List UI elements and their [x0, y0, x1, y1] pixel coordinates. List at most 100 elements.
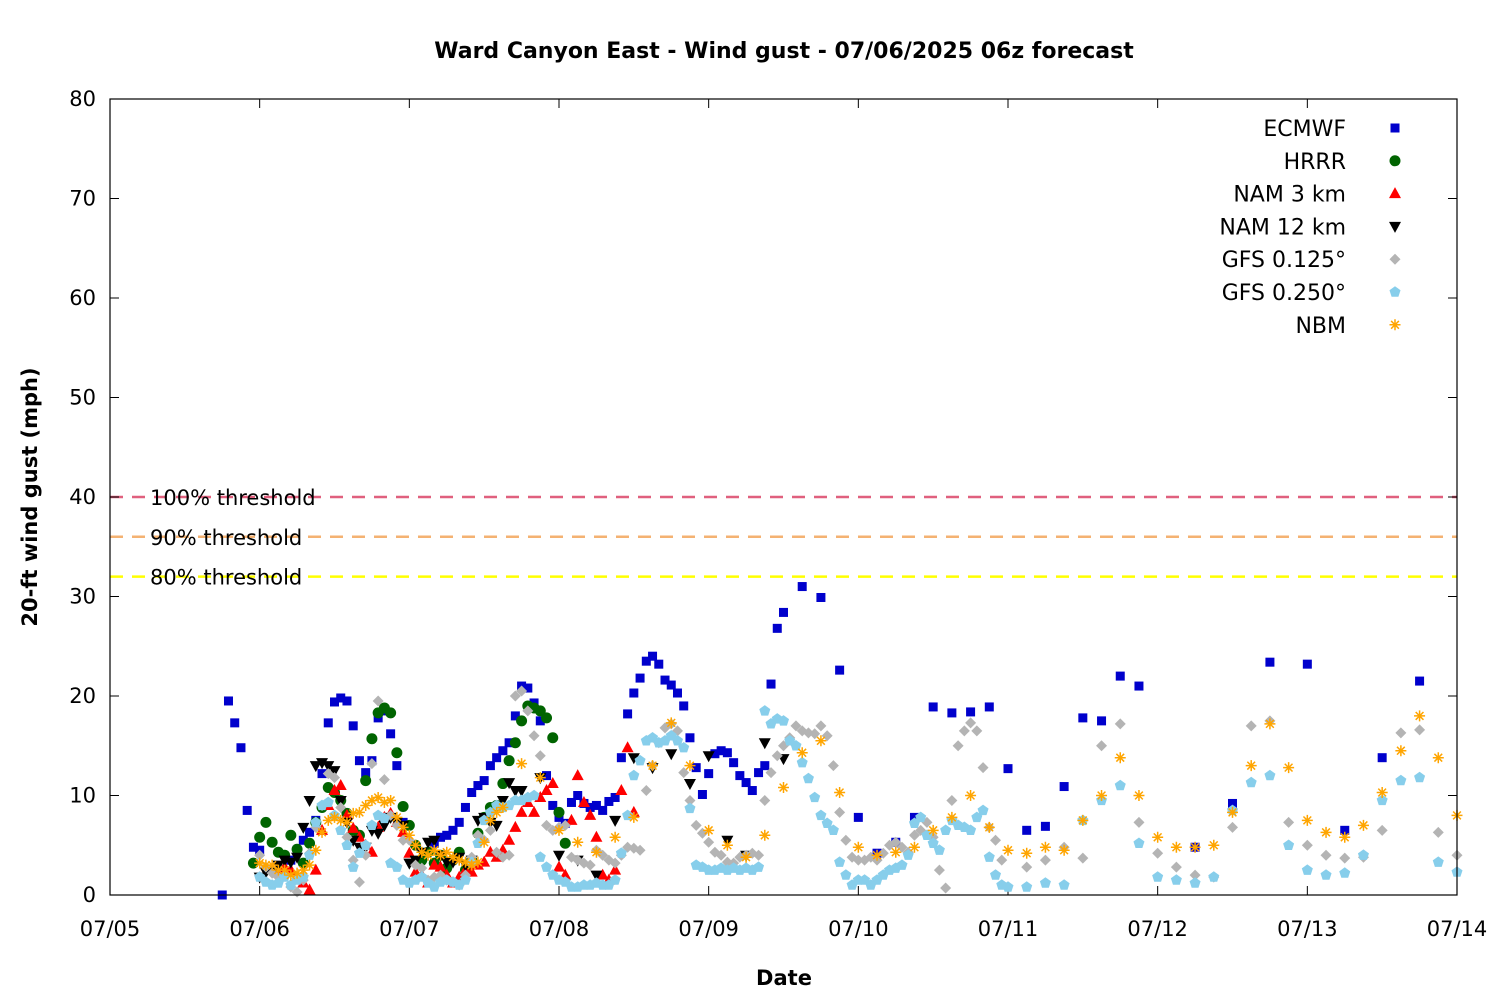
data-point [1228, 798, 1237, 808]
data-point [1245, 760, 1257, 772]
data-point [353, 806, 365, 818]
data-point [1021, 881, 1033, 892]
data-point [535, 716, 545, 726]
data-point [547, 732, 559, 744]
data-point [1022, 825, 1032, 835]
legend-marker [1389, 286, 1401, 297]
x-axis-label: Date [756, 966, 812, 990]
data-point [1339, 831, 1351, 843]
data-point [328, 766, 341, 778]
data-point [392, 761, 402, 771]
data-point [385, 707, 397, 719]
data-point [447, 851, 459, 863]
data-point [609, 863, 622, 875]
data-point [640, 785, 652, 797]
data-point [528, 730, 540, 742]
data-point [434, 860, 447, 872]
data-point [528, 789, 540, 801]
data-point [403, 858, 416, 870]
data-point [927, 824, 939, 836]
data-point [441, 846, 453, 858]
data-point [1339, 867, 1351, 878]
data-point [1040, 821, 1050, 831]
data-point [1078, 713, 1088, 723]
data-points [217, 582, 1463, 900]
data-point [760, 761, 770, 771]
data-point [553, 806, 565, 818]
data-point [1152, 847, 1164, 859]
data-point [372, 828, 385, 840]
data-point [335, 824, 347, 836]
data-point [1432, 826, 1444, 838]
data-point [691, 763, 701, 773]
data-point [322, 796, 334, 808]
data-point [285, 829, 297, 841]
data-point [940, 824, 952, 836]
data-point [1320, 849, 1332, 861]
data-point [459, 874, 471, 885]
data-point [1133, 837, 1145, 848]
data-point [704, 769, 714, 779]
data-point [503, 833, 516, 845]
data-point [459, 856, 471, 868]
series-nbm [254, 710, 1463, 881]
data-point [491, 806, 503, 818]
data-point [397, 834, 409, 846]
data-point [467, 788, 477, 798]
data-point [977, 762, 989, 774]
data-point [710, 749, 720, 759]
data-point [852, 854, 864, 866]
data-point [442, 830, 452, 840]
data-point [908, 829, 920, 841]
data-point [590, 870, 603, 882]
y-tick-label: 50 [69, 386, 96, 410]
data-point [303, 795, 316, 807]
data-point [1264, 769, 1276, 781]
axis-ticks: 0 10 20 30 40 50 60 70 80 07/05 07/06 07/07 07/08 07/… [69, 87, 1487, 941]
data-point [385, 794, 397, 806]
data-point [291, 843, 303, 855]
data-point [1227, 821, 1238, 833]
data-point [815, 809, 827, 821]
x-tick-label: 07/12 [1127, 917, 1188, 941]
data-point [435, 849, 447, 861]
data-point [254, 857, 266, 869]
data-point [1133, 816, 1145, 828]
data-point [341, 839, 353, 850]
x-tick-label: 07/11 [978, 917, 1039, 941]
data-point [334, 795, 347, 807]
x-tick-label: 07/06 [229, 917, 290, 941]
data-point [654, 659, 664, 669]
data-point [460, 802, 470, 812]
data-point [958, 725, 970, 737]
threshold-label: 90% threshold [150, 526, 302, 550]
data-point [516, 758, 528, 770]
data-point [416, 871, 428, 882]
data-point [305, 827, 315, 837]
data-point [840, 834, 852, 846]
data-point [309, 863, 322, 875]
data-point [266, 836, 278, 848]
data-point [1301, 839, 1313, 851]
data-point [254, 831, 266, 843]
data-point [1058, 879, 1070, 890]
data-point [946, 794, 958, 806]
data-point [648, 651, 658, 661]
data-point [766, 679, 776, 689]
data-point [796, 747, 808, 759]
data-point [1283, 816, 1295, 828]
data-point [1245, 720, 1257, 732]
data-point [334, 779, 347, 791]
data-point [523, 683, 533, 693]
data-point [621, 741, 634, 753]
data-point [503, 755, 515, 767]
data-point [354, 756, 364, 766]
data-point [1264, 718, 1276, 730]
data-point [572, 836, 584, 848]
data-point [678, 741, 690, 753]
data-point [285, 869, 297, 881]
threshold-label: 100% threshold [150, 486, 316, 510]
data-point [753, 861, 765, 872]
data-point [336, 693, 346, 703]
data-point [1170, 874, 1182, 885]
